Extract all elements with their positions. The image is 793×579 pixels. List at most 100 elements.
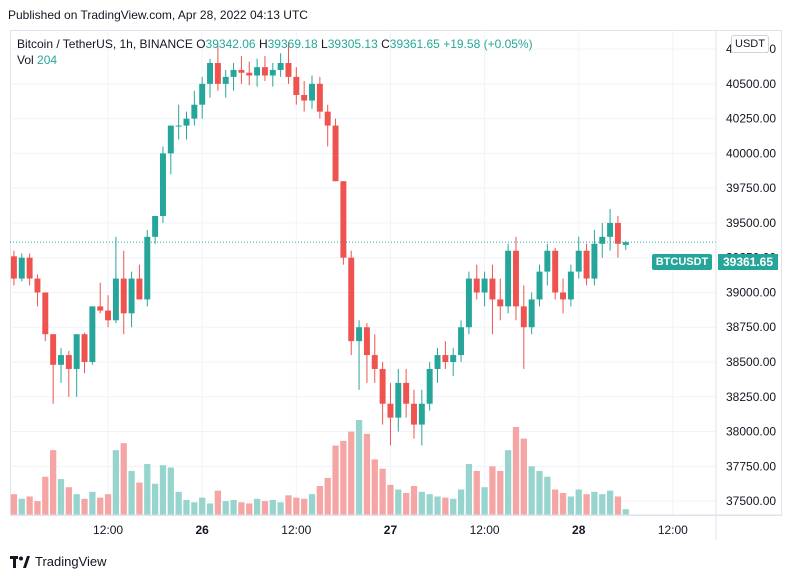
candle[interactable] bbox=[246, 61, 253, 86]
candle[interactable] bbox=[269, 62, 276, 87]
candle[interactable] bbox=[191, 90, 198, 126]
candle[interactable] bbox=[575, 236, 582, 279]
candle-body bbox=[42, 292, 49, 335]
candle[interactable] bbox=[552, 247, 559, 300]
candle[interactable] bbox=[512, 236, 519, 321]
candle[interactable] bbox=[301, 81, 308, 112]
candle[interactable] bbox=[442, 341, 449, 369]
candle[interactable] bbox=[560, 278, 567, 314]
candle[interactable] bbox=[152, 215, 159, 244]
candle[interactable] bbox=[81, 332, 88, 374]
candle[interactable] bbox=[387, 382, 394, 446]
candle[interactable] bbox=[261, 56, 268, 82]
candle[interactable] bbox=[450, 348, 457, 376]
candle[interactable] bbox=[473, 264, 480, 300]
candle[interactable] bbox=[583, 243, 590, 286]
volume-bar bbox=[10, 494, 18, 515]
candle[interactable] bbox=[309, 75, 315, 109]
currency-button[interactable]: USDT bbox=[731, 35, 769, 53]
candle[interactable] bbox=[332, 118, 339, 182]
candle[interactable] bbox=[167, 125, 174, 175]
candle-body bbox=[473, 278, 480, 293]
candle[interactable] bbox=[58, 348, 64, 383]
candle[interactable] bbox=[316, 76, 323, 119]
candle[interactable] bbox=[607, 209, 614, 251]
volume-label[interactable]: Vol bbox=[17, 53, 34, 67]
candle[interactable] bbox=[136, 264, 143, 300]
candle[interactable] bbox=[42, 292, 49, 342]
candle[interactable] bbox=[544, 243, 551, 286]
candle[interactable] bbox=[105, 295, 112, 328]
candle[interactable] bbox=[277, 53, 284, 77]
candle[interactable] bbox=[50, 334, 57, 404]
volume-bar bbox=[175, 491, 182, 515]
candle[interactable] bbox=[458, 320, 465, 363]
candle[interactable] bbox=[285, 42, 292, 84]
candle[interactable] bbox=[159, 146, 166, 223]
candle[interactable] bbox=[418, 389, 425, 446]
candle[interactable] bbox=[120, 250, 127, 335]
candle[interactable] bbox=[73, 334, 80, 397]
candle[interactable] bbox=[465, 271, 472, 335]
candle[interactable] bbox=[536, 264, 543, 307]
candle[interactable] bbox=[403, 368, 410, 418]
symbol-title[interactable]: Bitcoin / TetherUS, 1h, BINANCE bbox=[17, 37, 193, 51]
candle[interactable] bbox=[238, 56, 245, 84]
candle[interactable] bbox=[505, 243, 512, 314]
candle[interactable] bbox=[379, 362, 386, 425]
candle[interactable] bbox=[434, 348, 441, 383]
candle[interactable] bbox=[128, 271, 135, 328]
volume-bar bbox=[536, 470, 543, 515]
candle[interactable] bbox=[411, 389, 417, 439]
volume-bar bbox=[97, 497, 104, 515]
candle[interactable] bbox=[363, 323, 370, 383]
candle[interactable] bbox=[65, 350, 72, 397]
candle[interactable] bbox=[348, 250, 355, 356]
candle[interactable] bbox=[144, 229, 151, 307]
candle[interactable] bbox=[520, 285, 527, 369]
candle[interactable] bbox=[293, 67, 300, 105]
candle[interactable] bbox=[254, 58, 261, 87]
volume-bar bbox=[473, 470, 480, 515]
candle[interactable] bbox=[230, 62, 237, 91]
candle[interactable] bbox=[497, 278, 504, 321]
candle[interactable] bbox=[599, 222, 606, 258]
candle-body bbox=[560, 292, 567, 300]
candle[interactable] bbox=[614, 215, 621, 258]
candle[interactable] bbox=[426, 362, 433, 411]
candle[interactable] bbox=[481, 271, 488, 307]
candle-body bbox=[622, 242, 629, 245]
price-tick-label: 38250.00 bbox=[726, 390, 776, 404]
candle[interactable] bbox=[183, 111, 190, 140]
candle[interactable] bbox=[26, 253, 33, 286]
candle[interactable] bbox=[528, 292, 535, 335]
candle[interactable] bbox=[175, 104, 182, 140]
candle-body bbox=[167, 125, 174, 154]
candle[interactable] bbox=[222, 69, 229, 98]
candle[interactable] bbox=[89, 306, 96, 365]
candle[interactable] bbox=[489, 264, 496, 335]
candle[interactable] bbox=[371, 334, 378, 383]
candle[interactable] bbox=[567, 264, 574, 307]
volume-bars bbox=[10, 420, 629, 515]
candle[interactable] bbox=[324, 104, 331, 147]
candle[interactable] bbox=[395, 368, 402, 432]
candle[interactable] bbox=[340, 181, 347, 265]
candle[interactable] bbox=[207, 58, 214, 98]
candle[interactable] bbox=[591, 229, 598, 286]
candle[interactable] bbox=[356, 320, 363, 390]
volume-bar bbox=[50, 450, 57, 515]
candle[interactable] bbox=[34, 274, 41, 307]
candle[interactable] bbox=[97, 282, 104, 314]
candle-body bbox=[261, 67, 268, 76]
symbol-price-tag: BTCUSDT bbox=[652, 254, 712, 270]
volume-bar bbox=[199, 497, 206, 515]
time-tick-label: 12:00 bbox=[281, 523, 311, 537]
candle[interactable] bbox=[10, 250, 17, 286]
candle[interactable] bbox=[214, 44, 221, 91]
footer-brand[interactable]: TradingView bbox=[35, 554, 107, 570]
candle[interactable] bbox=[199, 76, 206, 119]
candle[interactable] bbox=[18, 253, 25, 282]
candle[interactable] bbox=[112, 236, 119, 324]
